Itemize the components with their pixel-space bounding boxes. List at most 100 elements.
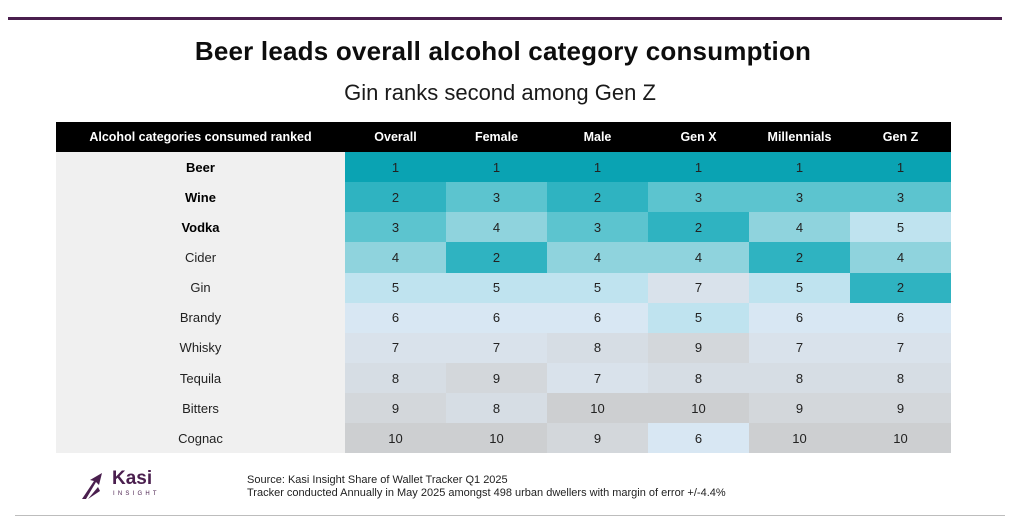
- rank-cell: 4: [446, 212, 547, 243]
- rank-cell: 2: [345, 182, 446, 213]
- table-row: Beer 1 1 1 1 1 1: [56, 152, 951, 183]
- rank-cell: 2: [648, 212, 749, 243]
- table-row: Tequila 8 9 7 8 8 8: [56, 362, 951, 394]
- rank-cell: 8: [547, 332, 648, 363]
- rank-cell: 5: [749, 272, 850, 303]
- rank-cell: 10: [345, 423, 446, 454]
- rank-cell: 8: [446, 393, 547, 424]
- category-label: Vodka: [56, 212, 345, 243]
- rank-cell: 3: [547, 212, 648, 243]
- brand-tagline: INSIGHT: [113, 491, 160, 497]
- rank-cell: 6: [648, 423, 749, 454]
- category-label: Tequila: [56, 362, 345, 394]
- rank-cell: 2: [850, 272, 951, 303]
- rank-cell: 4: [648, 242, 749, 273]
- rank-cell: 8: [749, 362, 850, 394]
- table-row: Vodka 3 4 3 2 4 5: [56, 212, 951, 243]
- column-header: Male: [547, 122, 648, 152]
- table-body: Beer 1 1 1 1 1 1 Wine 2 3 2 3 3 3 Vodka 3 4 3 2 4 5 Cider 4 2 4 4…: [56, 152, 951, 454]
- rank-cell: 8: [648, 362, 749, 394]
- ranking-table: Alcohol categories consumed ranked Overa…: [56, 122, 951, 454]
- rank-cell: 3: [345, 212, 446, 243]
- rank-cell: 5: [446, 272, 547, 303]
- kasi-logo-icon: [82, 473, 102, 499]
- top-rule: [8, 17, 1002, 20]
- rank-cell: 6: [749, 302, 850, 333]
- rank-cell: 8: [345, 362, 446, 394]
- chart-subtitle: Gin ranks second among Gen Z: [344, 80, 656, 105]
- rank-cell: 10: [749, 423, 850, 454]
- bottom-rule: [15, 515, 1005, 516]
- column-header: Gen X: [648, 122, 749, 152]
- chart-title: Beer leads overall alcohol category cons…: [194, 36, 812, 66]
- rank-cell: 7: [749, 332, 850, 363]
- rank-cell: 1: [345, 152, 446, 183]
- rank-cell: 10: [648, 393, 749, 424]
- rank-cell: 6: [850, 302, 951, 333]
- category-label: Wine: [56, 182, 345, 213]
- rank-cell: 3: [648, 182, 749, 213]
- rank-cell: 1: [850, 152, 951, 183]
- rank-cell: 9: [648, 332, 749, 363]
- source-note: Source: Kasi Insight Share of Wallet Tra…: [247, 474, 726, 500]
- rank-cell: 1: [648, 152, 749, 183]
- rank-cell: 4: [345, 242, 446, 273]
- category-label: Gin: [56, 272, 345, 303]
- rank-cell: 3: [749, 182, 850, 213]
- category-label: Bitters: [56, 393, 345, 424]
- category-label: Beer: [56, 152, 345, 183]
- column-header: Gen Z: [850, 122, 951, 152]
- table-row: Wine 2 3 2 3 3 3: [56, 182, 951, 213]
- source-line-1: Source: Kasi Insight Share of Wallet Tra…: [247, 474, 508, 486]
- rank-cell: 3: [850, 182, 951, 213]
- rank-cell: 2: [446, 242, 547, 273]
- rank-cell: 2: [547, 182, 648, 213]
- rank-cell: 6: [446, 302, 547, 333]
- category-label: Whisky: [56, 332, 345, 363]
- rank-cell: 10: [850, 423, 951, 454]
- category-label: Cognac: [56, 423, 345, 454]
- rank-cell: 9: [850, 393, 951, 424]
- table-row: Gin 5 5 5 7 5 2: [56, 272, 951, 303]
- rank-cell: 5: [345, 272, 446, 303]
- rank-cell: 10: [547, 393, 648, 424]
- category-label: Cider: [56, 242, 345, 273]
- column-header: Overall: [345, 122, 446, 152]
- table-row: Whisky 7 7 8 9 7 7: [56, 332, 951, 363]
- column-header: Female: [446, 122, 547, 152]
- rank-cell: 2: [749, 242, 850, 273]
- brand-name: Kasi: [112, 468, 153, 489]
- source-line-2: Tracker conducted Annually in May 2025 a…: [247, 487, 726, 499]
- ranking-table-container: Alcohol categories consumed ranked Overa…: [56, 122, 951, 454]
- rank-cell: 9: [446, 362, 547, 394]
- rank-cell: 1: [446, 152, 547, 183]
- rank-cell: 7: [345, 332, 446, 363]
- rank-cell: 5: [648, 302, 749, 333]
- rank-cell: 9: [547, 423, 648, 454]
- rank-cell: 7: [850, 332, 951, 363]
- rank-cell: 4: [749, 212, 850, 243]
- rank-cell: 7: [446, 332, 547, 363]
- category-label: Brandy: [56, 302, 345, 333]
- rank-cell: 4: [850, 242, 951, 273]
- column-header: Millennials: [749, 122, 850, 152]
- rank-cell: 5: [547, 272, 648, 303]
- rank-cell: 7: [648, 272, 749, 303]
- table-row: Bitters 9 8 10 10 9 9: [56, 393, 951, 424]
- rank-cell: 1: [547, 152, 648, 183]
- rank-cell: 6: [345, 302, 446, 333]
- rank-cell: 10: [446, 423, 547, 454]
- rank-cell: 8: [850, 362, 951, 394]
- rank-cell: 5: [850, 212, 951, 243]
- header-row: Alcohol categories consumed ranked Overa…: [56, 122, 951, 152]
- table-row: Cider 4 2 4 4 2 4: [56, 242, 951, 273]
- rank-cell: 9: [749, 393, 850, 424]
- table-row: Brandy 6 6 6 5 6 6: [56, 302, 951, 333]
- rank-cell: 7: [547, 362, 648, 394]
- rank-cell: 4: [547, 242, 648, 273]
- rank-cell: 3: [446, 182, 547, 213]
- rank-cell: 6: [547, 302, 648, 333]
- rank-cell: 1: [749, 152, 850, 183]
- column-header: Alcohol categories consumed ranked: [56, 122, 345, 152]
- rank-cell: 9: [345, 393, 446, 424]
